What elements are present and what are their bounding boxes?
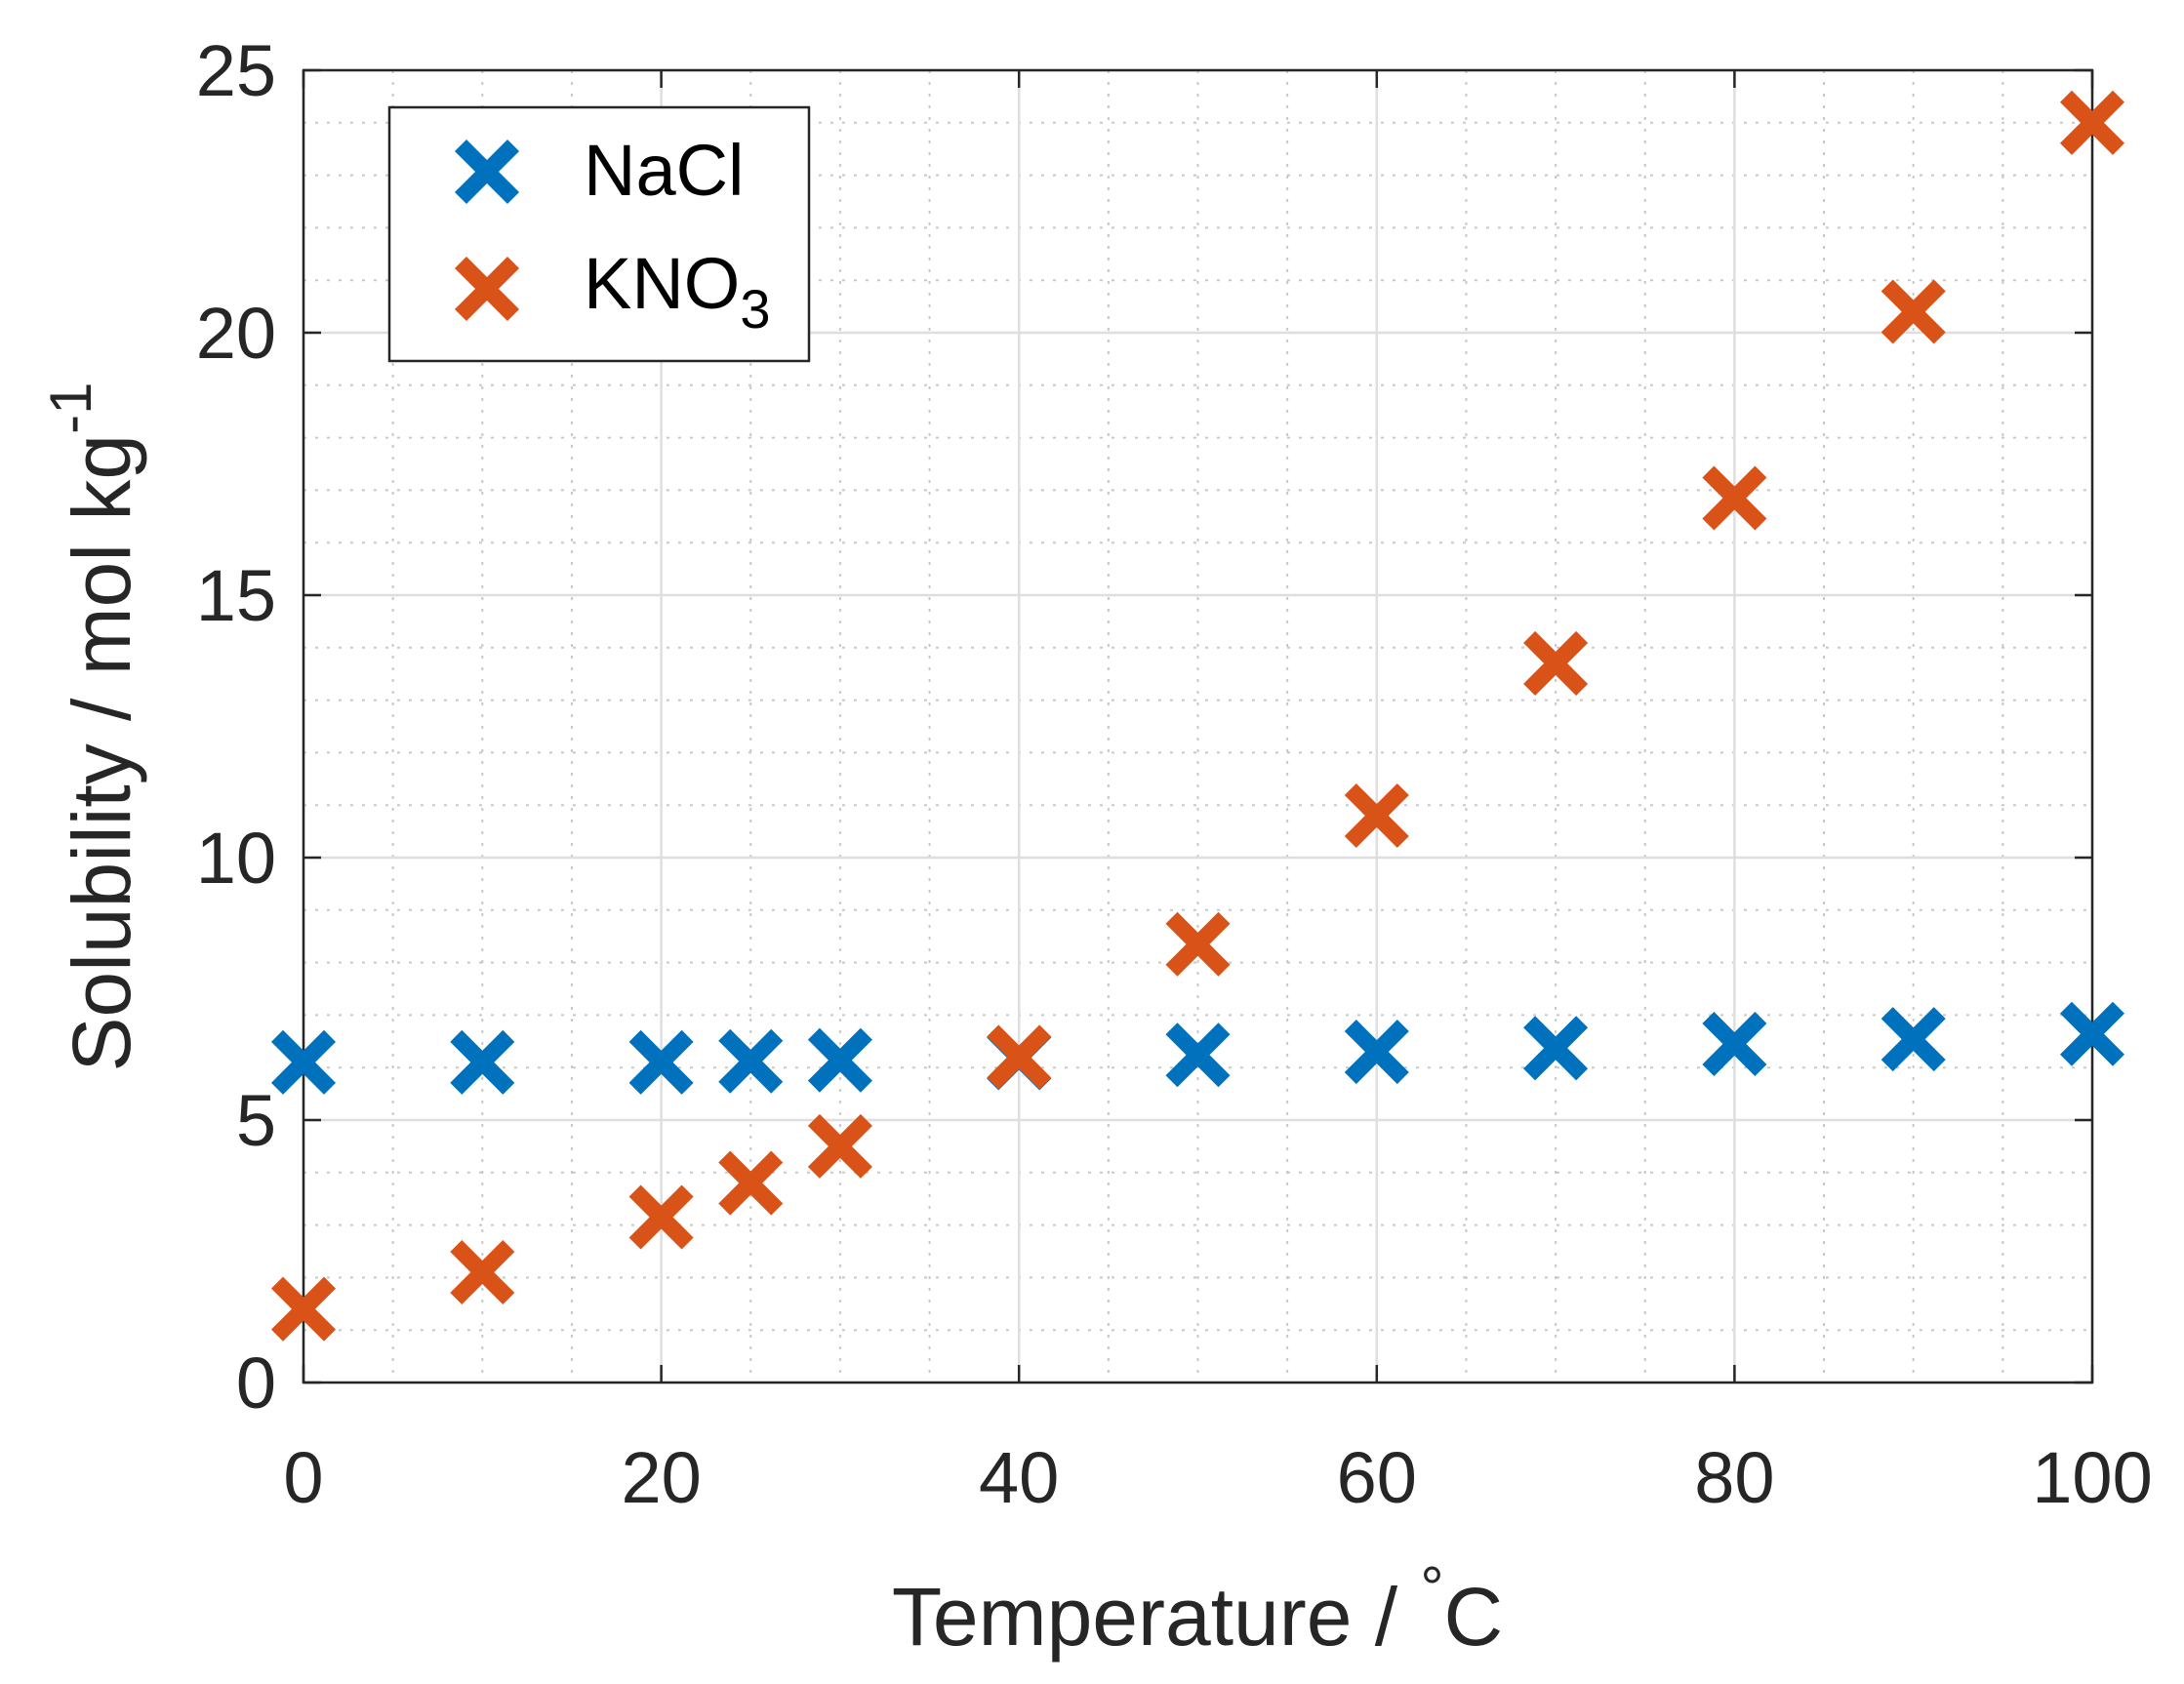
data-point-nacl — [1702, 1011, 1767, 1077]
data-point-nacl — [718, 1028, 784, 1094]
data-point-kno3 — [1881, 279, 1946, 344]
data-point-kno3 — [2059, 90, 2125, 155]
data-point-kno3 — [807, 1113, 872, 1179]
data-point-nacl — [807, 1027, 872, 1093]
y-tick-label: 25 — [196, 30, 276, 111]
data-point-kno3 — [450, 1239, 515, 1305]
axes-box — [302, 68, 2094, 1384]
data-point-kno3 — [1344, 782, 1409, 848]
data-point-nacl — [1881, 1007, 1946, 1072]
legend-marker-kno3 — [454, 256, 520, 322]
legend: NaCl KNO3 — [387, 105, 811, 363]
data-point-kno3 — [718, 1150, 784, 1216]
x-tick-label: 60 — [1337, 1437, 1417, 1518]
x-tick-label: 40 — [979, 1437, 1059, 1518]
y-tick-label: 15 — [196, 555, 276, 636]
data-point-nacl — [270, 1029, 337, 1095]
data-point-kno3 — [270, 1276, 337, 1342]
y-tick-label: 5 — [236, 1080, 276, 1161]
axis-ticks — [302, 68, 2094, 1384]
x-tick-label: 0 — [283, 1437, 323, 1518]
axes-frame — [302, 68, 2094, 1384]
data-point-nacl — [450, 1029, 515, 1095]
minor-grid — [303, 70, 2092, 1383]
x-tick-label: 20 — [621, 1437, 701, 1518]
legend-x-nacl — [454, 139, 520, 205]
x-axis-title: Temperature / °C — [892, 1555, 1503, 1663]
y-tick-label: 10 — [196, 818, 276, 899]
y-axis-title: Solubility / mol kg-1 — [38, 382, 147, 1072]
data-point-kno3 — [628, 1184, 694, 1250]
legend-marker-nacl — [454, 139, 520, 205]
legend-label-kno3: KNO3 — [584, 243, 771, 340]
x-tick-label: 100 — [2032, 1437, 2152, 1518]
data-point-nacl — [628, 1029, 694, 1095]
data-point-nacl — [1523, 1016, 1589, 1081]
data-point-kno3 — [1702, 465, 1767, 531]
x-tick-label: 80 — [1694, 1437, 1774, 1518]
y-tick-label: 20 — [196, 293, 276, 374]
y-tick-label: 0 — [236, 1343, 276, 1423]
data-point-nacl — [1344, 1020, 1409, 1085]
data-markers — [270, 90, 2125, 1342]
legend-label-nacl: NaCl — [584, 130, 744, 211]
data-point-nacl — [2059, 1001, 2125, 1066]
data-point-kno3 — [1165, 911, 1231, 977]
legend-x-kno3 — [454, 256, 520, 322]
data-point-kno3 — [987, 1024, 1052, 1090]
data-point-nacl — [1165, 1022, 1231, 1088]
data-point-kno3 — [1523, 630, 1589, 696]
tick-labels: 0 20 40 60 80 100 0 5 10 15 20 25 — [196, 30, 2153, 1518]
